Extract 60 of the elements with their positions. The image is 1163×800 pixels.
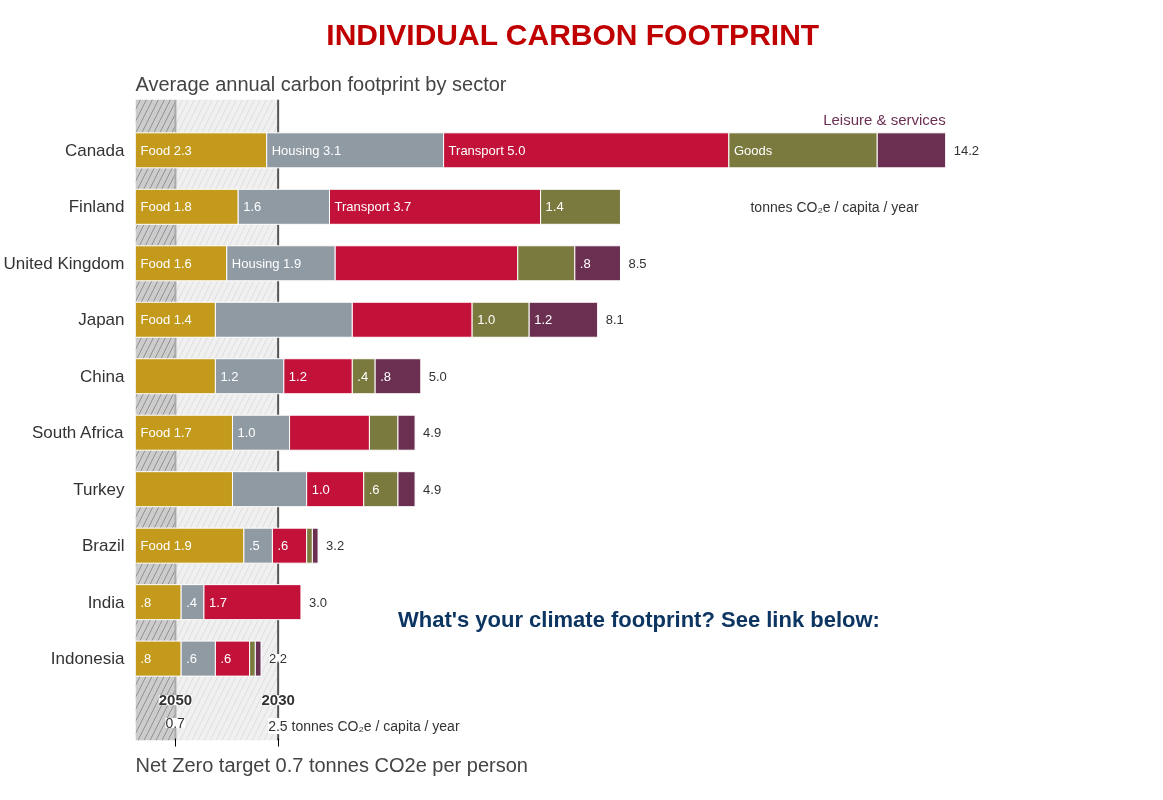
data-label: 1.2 [288,368,307,384]
total-label: 14.2 [953,142,979,158]
chart-title: INDIVIDUAL CARBON FOOTPRINT [326,17,820,51]
annotation: What's your climate footprint? See link below: [397,606,880,632]
total-label: 4.9 [423,481,442,497]
data-label: 1.7 [208,594,228,610]
data-label: Food 2.3 [140,142,192,158]
data-label: 1.0 [237,425,256,441]
data-label: .8 [140,651,152,667]
data-label: .6 [220,651,232,667]
series-label: Leisure & services [823,110,946,128]
data-label: .6 [368,481,380,497]
total-label: 8.1 [605,312,624,328]
data-label: Food 1.8 [140,199,192,215]
data-label: .6 [186,651,197,667]
data-label: .6 [277,538,289,554]
annotation: 2050 [158,691,193,709]
data-label: Food 1.7 [140,425,192,441]
annotation: tonnes CO₂e / capita / year [750,198,919,215]
data-label: 1.4 [545,199,564,215]
y-tick-label: Indonesia [50,649,126,669]
data-label: Transport 5.0 [448,142,526,158]
chart-subtitle: Average annual carbon footprint by sector [135,72,507,95]
text: Net Zero target 0.7 tonnes CO2e per person [135,753,528,776]
data-label: .4 [186,594,197,610]
data-label: Food 1.6 [140,255,192,271]
y-tick-label: China [80,366,126,386]
total-label: 5.0 [428,368,447,384]
data-label: .8 [579,255,591,271]
data-label: Food 1.9 [140,538,192,554]
y-tick-label: Turkey [73,479,125,499]
data-label: Transport 3.7 [334,199,412,215]
total-label: 3.2 [326,538,345,554]
data-label: .5 [248,538,260,554]
data-label: Housing 3.1 [271,142,342,158]
data-label: Food 1.4 [140,312,192,328]
total-label: 8.5 [628,255,647,271]
data-label: .4 [357,368,369,384]
data-label: 1.0 [477,312,496,328]
text: 0.7 [165,714,185,731]
y-tick-label: Canada [64,140,126,160]
data-label: 1.2 [534,312,553,328]
text: 2.5 tonnes CO₂e / capita / year [268,717,460,734]
annotation: 2030 [261,691,295,709]
total-label: 2.2 [269,651,288,667]
data-label: 1.6 [243,199,262,215]
data-label: Housing 1.9 [231,255,302,271]
data-label: 1.0 [311,481,330,497]
data-label: Goods [733,142,773,158]
y-tick-label: United Kingdom [3,253,125,273]
y-tick-label: India [87,592,126,612]
y-tick-label: Finland [68,197,125,217]
total-label: 3.0 [308,594,328,610]
data-label: .8 [140,594,152,610]
y-tick-label: Japan [78,310,125,330]
y-tick-label: Brazil [81,536,125,556]
y-tick-label: South Africa [31,423,125,443]
total-label: 4.9 [423,425,442,441]
data-label: .8 [380,368,391,384]
data-label: 1.2 [220,368,239,384]
